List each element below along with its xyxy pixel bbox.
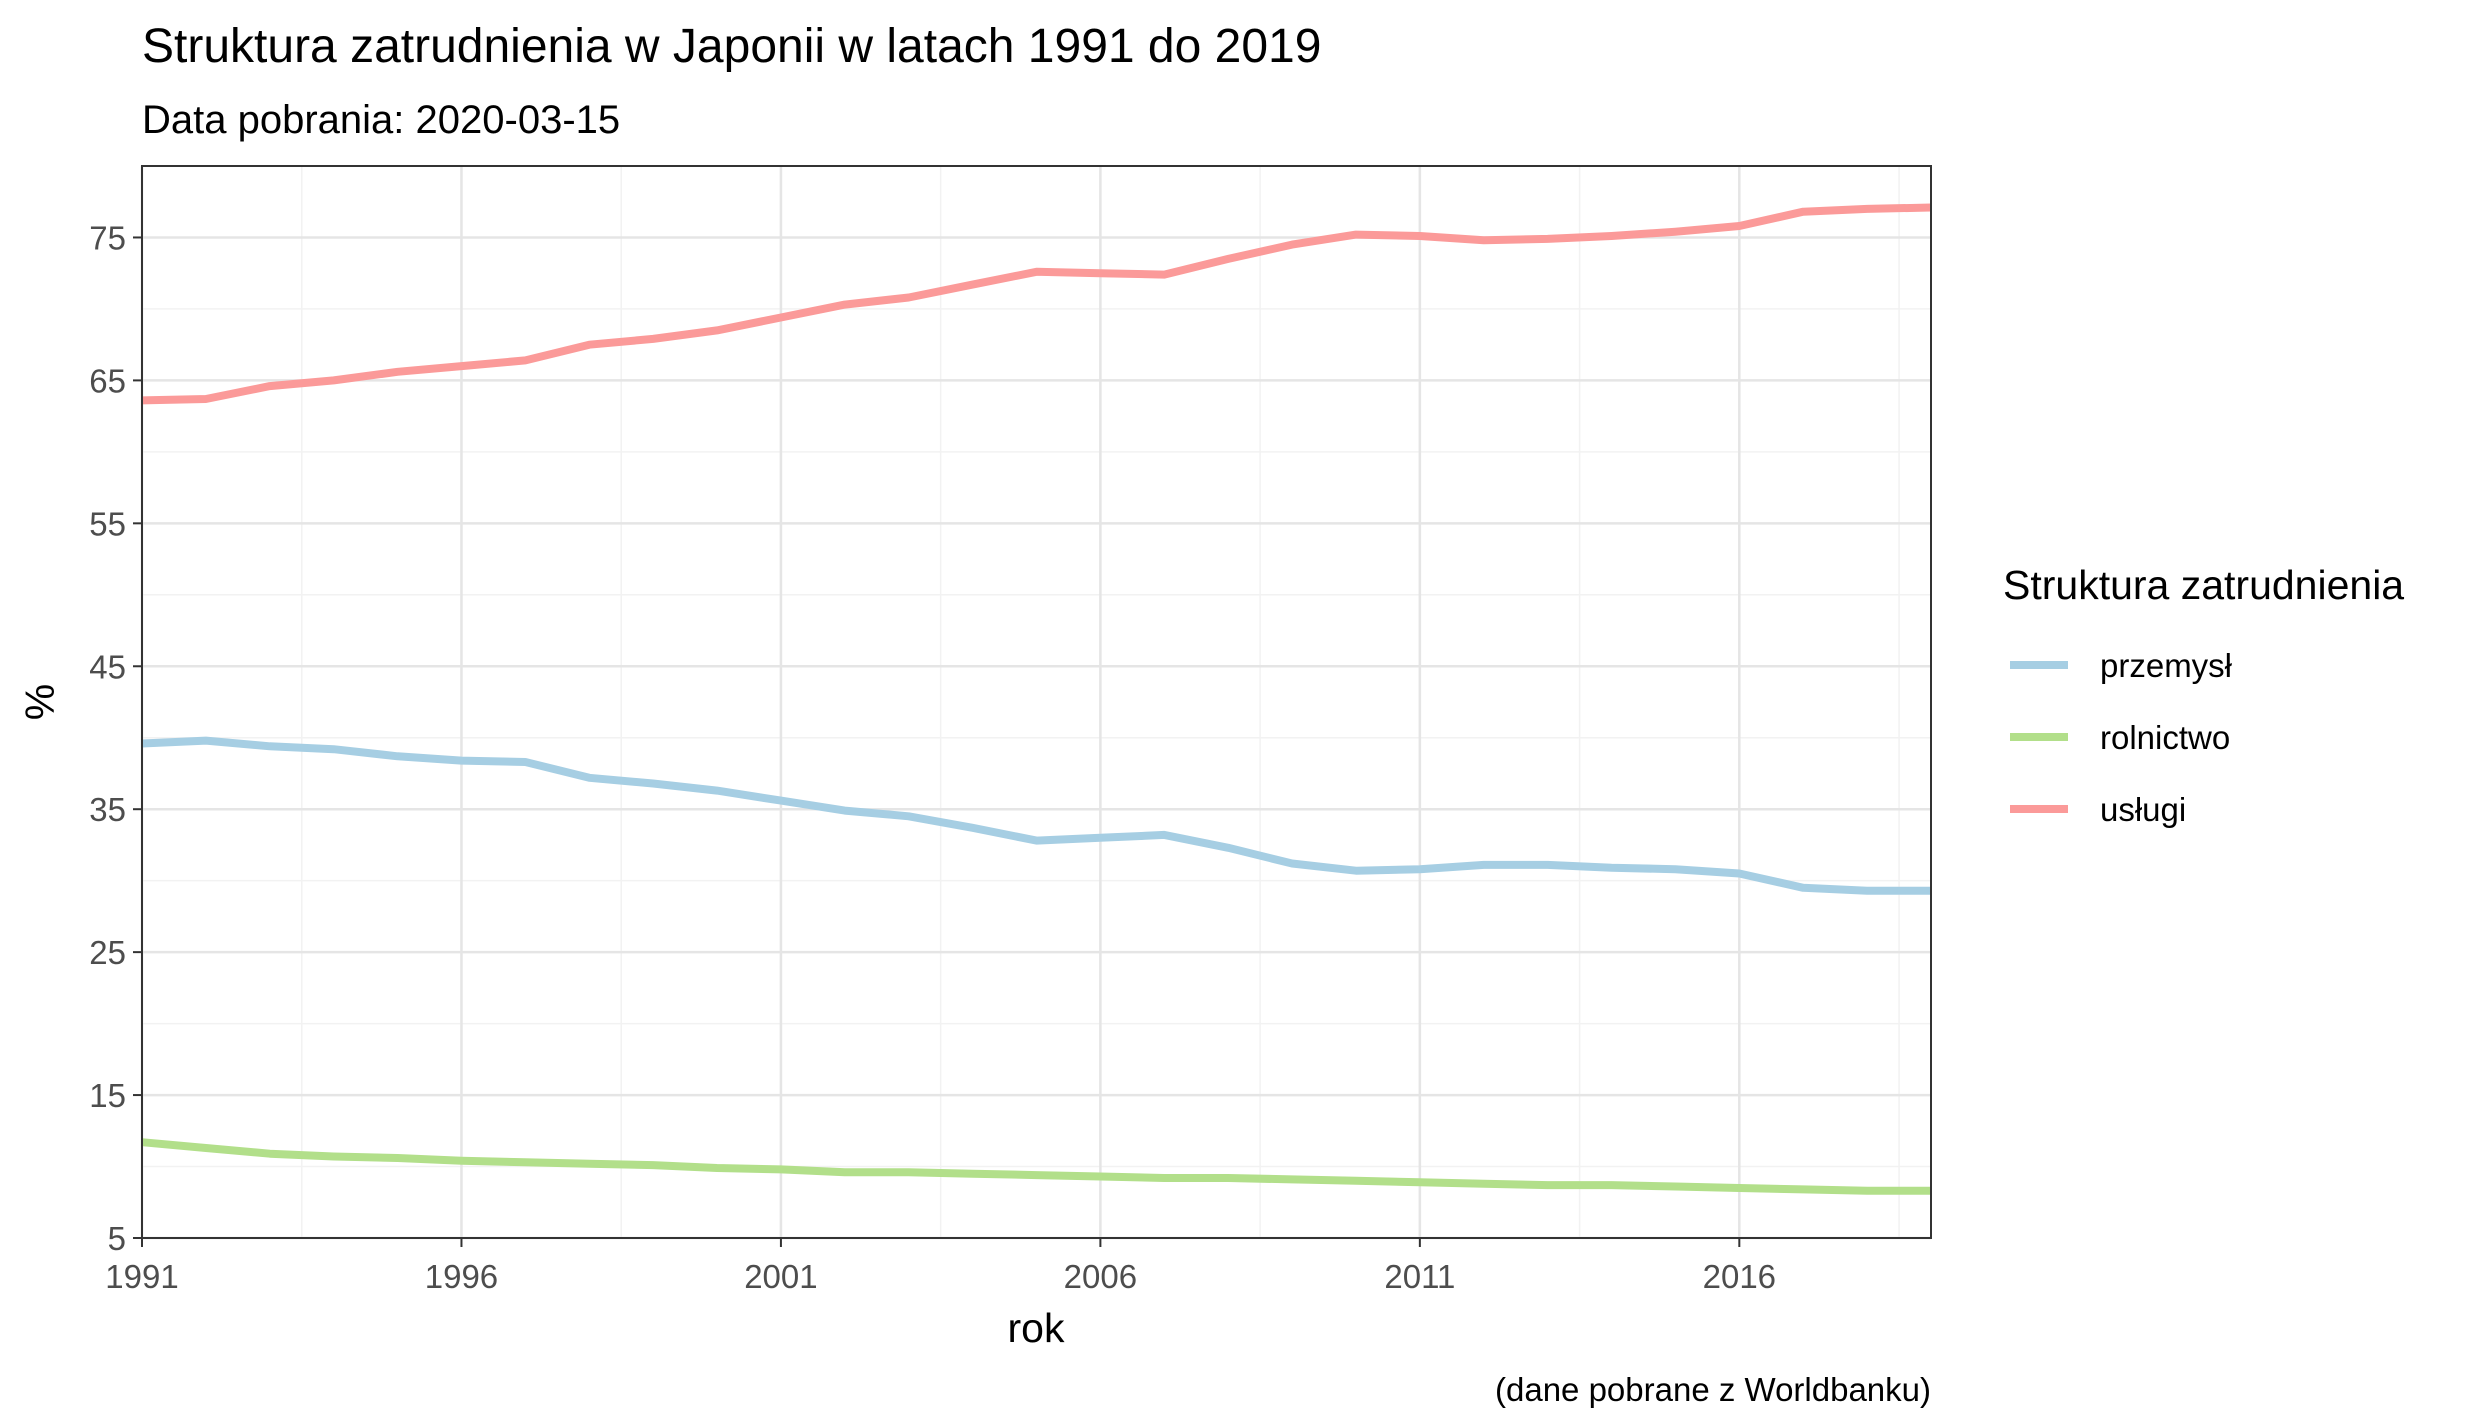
legend-label-usługi: usługi [2100,791,2186,828]
x-tick-label: 2011 [1384,1258,1455,1295]
series-line-przemysł [141,736,1931,895]
x-tick-label: 2006 [1064,1258,1137,1295]
y-tick-label: 35 [89,791,126,828]
legend-label-rolnictwo: rolnictwo [2100,719,2230,756]
x-axis: 1991 1996 2001 2006 2011 2016 [105,1238,1776,1295]
x-tick-label: 2016 [1703,1258,1776,1295]
series-line-usługi [141,203,1932,405]
chart-caption: (dane pobrane z Worldbanku) [1495,1371,1931,1408]
legend: Struktura zatrudnienia przemysł rolnictwo… [2003,562,2404,828]
y-axis: 5 15 25 35 45 55 65 75 [89,219,142,1257]
grid-minor [142,166,1931,1238]
legend-items: przemysł rolnictwo usługi [2010,647,2233,828]
legend-title: Struktura zatrudnienia [2003,562,2404,608]
y-tick-label: 15 [89,1077,126,1114]
y-tick-label: 75 [89,219,126,256]
x-tick-label: 1991 [105,1258,178,1295]
y-tick-label: 25 [89,934,126,971]
x-tick-label: 1996 [425,1258,498,1295]
y-tick-label: 65 [89,362,126,399]
legend-label-przemysł: przemysł [2100,647,2233,684]
panel-background [142,166,1931,1238]
y-axis-title: % [17,684,63,720]
x-axis-title: rok [1008,1305,1065,1351]
y-tick-label: 5 [108,1220,126,1257]
y-tick-label: 45 [89,648,126,685]
chart-subtitle: Data pobrania: 2020-03-15 [142,98,620,142]
y-tick-label: 55 [89,505,126,542]
series-lines [141,203,1932,1195]
chart-title: Struktura zatrudnienia w Japonii w latac… [142,20,1321,73]
panel-border [141,165,1932,1239]
series-line-rolnictwo [141,1138,1931,1195]
plot-panel [140,165,1932,1240]
x-tick-label: 2001 [744,1258,817,1295]
